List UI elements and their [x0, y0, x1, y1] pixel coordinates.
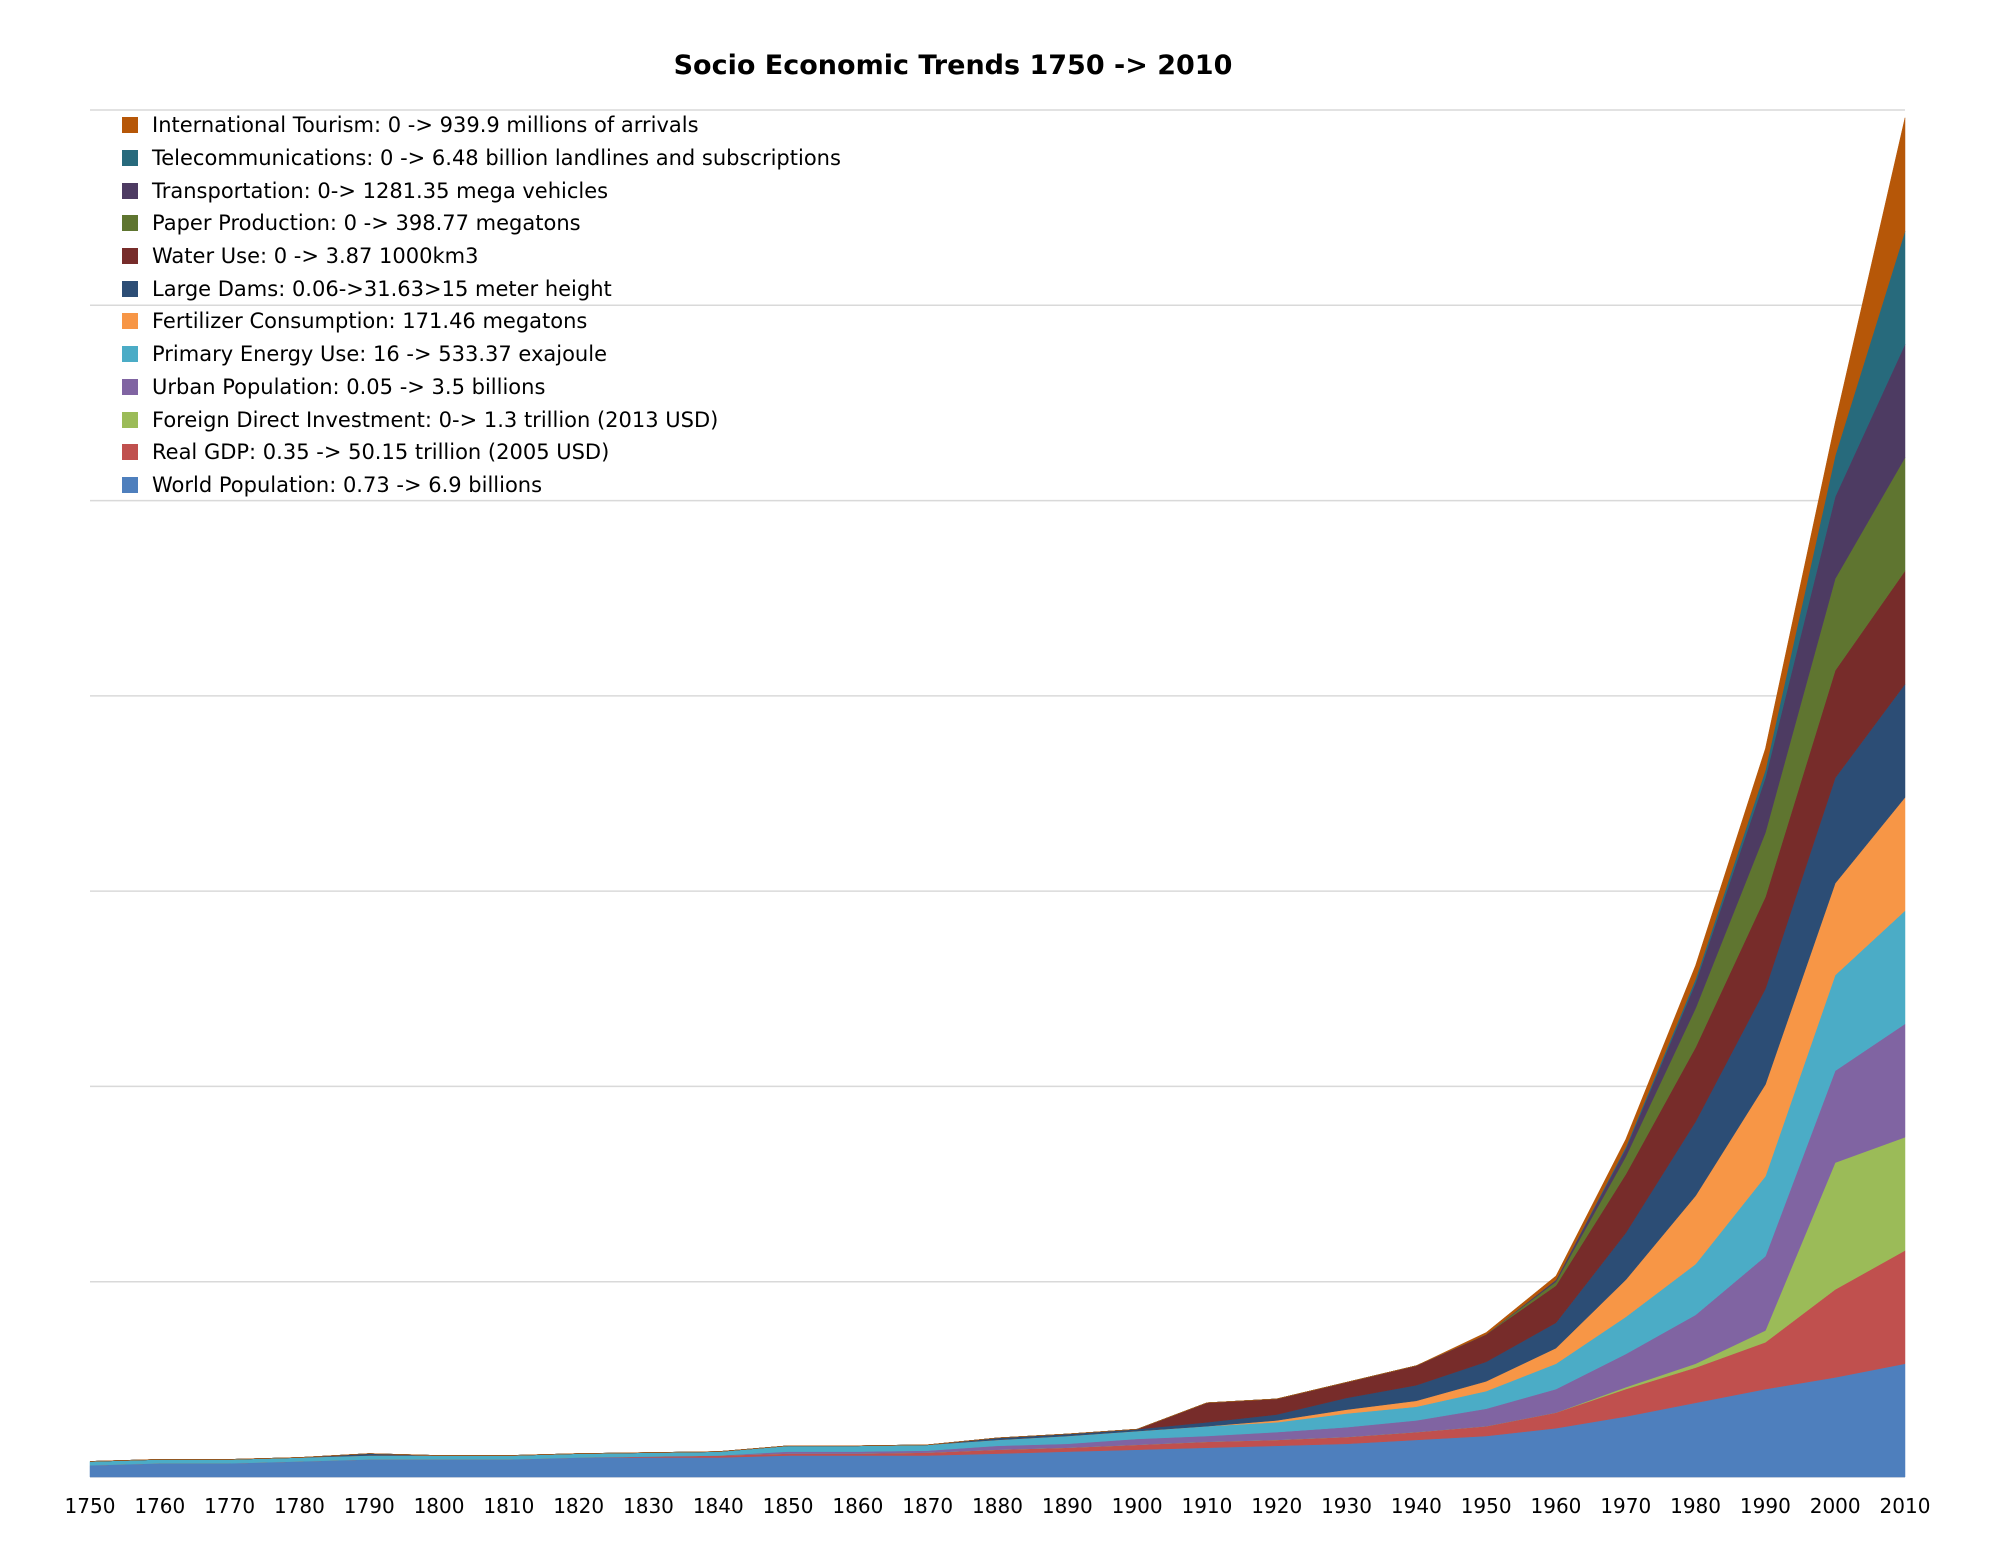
- legend-swatch: [122, 117, 138, 134]
- legend-swatch: [122, 476, 138, 493]
- legend-item: Transportation: 0-> 1281.35 mega vehicle…: [122, 174, 841, 207]
- legend: International Tourism: 0 -> 939.9 millio…: [122, 109, 841, 501]
- legend-item: Telecommunications: 0 -> 6.48 billion la…: [122, 142, 841, 175]
- x-tick-label: 1840: [693, 1494, 744, 1518]
- chart-title: Socio Economic Trends 1750 -> 2010: [673, 50, 1233, 81]
- legend-label: Foreign Direct Investment: 0-> 1.3 trill…: [152, 407, 719, 432]
- x-tick-label: 1990: [1740, 1494, 1791, 1518]
- x-tick-label: 1790: [344, 1494, 395, 1518]
- x-axis-tick-labels: 1750 1760 1770 1780 1790 1800 1810 1820 1830 1840…: [65, 1494, 1931, 1518]
- legend-label: International Tourism: 0 -> 939.9 millio…: [152, 113, 699, 138]
- legend-item: Foreign Direct Investment: 0-> 1.3 trill…: [122, 403, 841, 436]
- legend-swatch: [122, 411, 138, 428]
- legend-item: Urban Population: 0.05 -> 3.5 billions: [122, 371, 841, 404]
- legend-item: Fertilizer Consumption: 171.46 megatons: [122, 305, 841, 338]
- x-tick-label: 1810: [483, 1494, 534, 1518]
- x-tick-label: 1950: [1461, 1494, 1512, 1518]
- legend-swatch: [122, 215, 138, 232]
- x-tick-label: 1960: [1531, 1494, 1582, 1518]
- legend-item: Real GDP: 0.35 -> 50.15 trillion (2005 U…: [122, 436, 841, 469]
- x-tick-label: 1940: [1391, 1494, 1442, 1518]
- x-tick-label: 2000: [1810, 1494, 1861, 1518]
- legend-label: Water Use: 0 -> 3.87 1000km3: [152, 244, 479, 269]
- x-tick-label: 1920: [1251, 1494, 1302, 1518]
- legend-swatch: [122, 346, 138, 363]
- area-series-layer: [89, 117, 1906, 1478]
- legend-swatch: [122, 313, 138, 330]
- legend-swatch: [122, 182, 138, 199]
- legend-item: International Tourism: 0 -> 939.9 millio…: [122, 109, 841, 142]
- x-tick-label: 1770: [204, 1494, 255, 1518]
- x-tick-label: 1980: [1670, 1494, 1721, 1518]
- x-tick-label: 1880: [972, 1494, 1023, 1518]
- x-tick-label: 1850: [763, 1494, 814, 1518]
- legend-item: World Population: 0.73 -> 6.9 billions: [122, 469, 841, 502]
- legend-label: Paper Production: 0 -> 398.77 megatons: [152, 211, 581, 236]
- x-tick-label: 1860: [832, 1494, 883, 1518]
- x-tick-label: 2010: [1880, 1494, 1931, 1518]
- legend-label: Telecommunications: 0 -> 6.48 billion la…: [152, 146, 841, 171]
- x-tick-label: 1910: [1181, 1494, 1232, 1518]
- legend-label: Fertilizer Consumption: 171.46 megatons: [152, 309, 588, 334]
- legend-label: Primary Energy Use: 16 -> 533.37 exajoul…: [152, 342, 607, 367]
- legend-label: Large Dams: 0.06->31.63>15 meter height: [152, 276, 612, 301]
- legend-item: Large Dams: 0.06->31.63>15 meter height: [122, 272, 841, 305]
- legend-label: Real GDP: 0.35 -> 50.15 trillion (2005 U…: [152, 440, 610, 465]
- x-tick-label: 1890: [1042, 1494, 1093, 1518]
- x-tick-label: 1800: [414, 1494, 465, 1518]
- x-tick-label: 1930: [1321, 1494, 1372, 1518]
- x-tick-label: 1830: [623, 1494, 674, 1518]
- legend-item: Primary Energy Use: 16 -> 533.37 exajoul…: [122, 338, 841, 371]
- legend-swatch: [122, 378, 138, 395]
- legend-swatch: [122, 280, 138, 297]
- legend-item: Water Use: 0 -> 3.87 1000km3: [122, 240, 841, 273]
- x-tick-label: 1870: [902, 1494, 953, 1518]
- x-tick-label: 1760: [134, 1494, 185, 1518]
- legend-item: Paper Production: 0 -> 398.77 megatons: [122, 207, 841, 240]
- x-tick-label: 1970: [1600, 1494, 1651, 1518]
- area-series-12: [89, 117, 1906, 1462]
- legend-swatch: [122, 150, 138, 167]
- x-tick-label: 1900: [1112, 1494, 1163, 1518]
- legend-label: Urban Population: 0.05 -> 3.5 billions: [152, 374, 546, 399]
- legend-label: World Population: 0.73 -> 6.9 billions: [152, 472, 543, 497]
- legend-swatch: [122, 444, 138, 461]
- legend-label: Transportation: 0-> 1281.35 mega vehicle…: [152, 178, 609, 203]
- x-tick-label: 1780: [274, 1494, 325, 1518]
- x-tick-label: 1750: [65, 1494, 116, 1518]
- x-tick-label: 1820: [553, 1494, 604, 1518]
- legend-swatch: [122, 248, 138, 265]
